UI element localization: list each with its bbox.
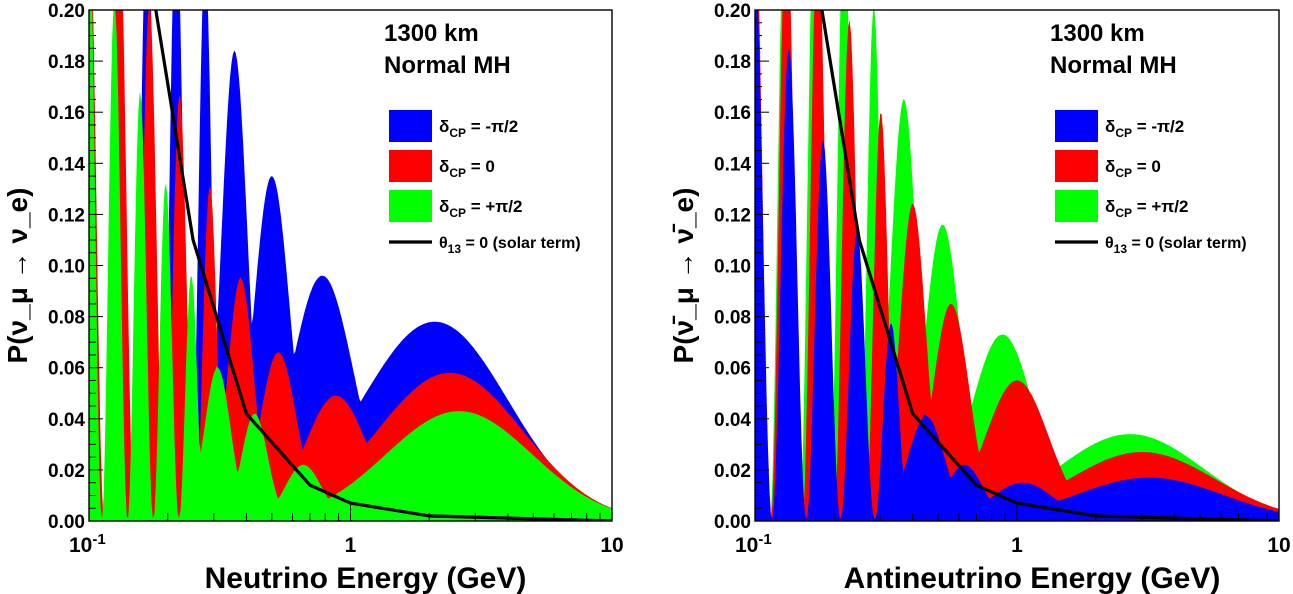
legend-swatch: [389, 190, 432, 222]
y-tick-label: 0.18: [48, 52, 85, 73]
y-tick-label: 0.02: [714, 461, 751, 482]
x-tick-label: 10: [1267, 534, 1290, 557]
y-tick-label: 0.04: [714, 410, 751, 431]
legend-label: δCP = +π/2: [1105, 197, 1188, 220]
x-tick-label: 10-1: [69, 531, 106, 557]
y-tick-label: 0.20: [48, 1, 85, 22]
y-tick-label: 0.00: [714, 512, 751, 533]
y-tick-label: 0.00: [48, 512, 85, 533]
y-tick-label: 0.08: [714, 308, 751, 329]
legend-label: θ13 = 0 (solar term): [1105, 235, 1247, 256]
y-tick-label: 0.18: [714, 52, 751, 73]
plot-area: [755, 10, 1279, 521]
x-tick-label: 10-1: [735, 531, 772, 557]
chart-panel-neutrino: 0.00 0.02 0.04 0.06 0.08 0.10 0.12 0.14 0.16 0.18…: [2, 1, 624, 594]
legend-label: δCP = +π/2: [439, 197, 522, 220]
series-area: [89, 10, 612, 521]
y-axis-label: P(ν_μ → ν_e): [2, 188, 33, 364]
annotation-baseline: 1300 km: [1050, 20, 1145, 47]
x-tick-label: 1: [345, 534, 357, 557]
legend-label: θ13 = 0 (solar term): [439, 235, 581, 256]
x-tick-label: 1: [1011, 534, 1023, 557]
annotation-baseline: 1300 km: [384, 20, 479, 47]
y-tick-label: 0.14: [714, 154, 751, 175]
legend-swatch: [389, 110, 432, 142]
y-tick-label: 0.06: [48, 359, 85, 380]
legend-label: δCP = 0: [439, 157, 495, 180]
legend-swatch: [389, 150, 432, 182]
legend-label: δCP = 0: [1105, 157, 1161, 180]
y-tick-label: 0.06: [714, 359, 751, 380]
y-tick-label: 0.12: [48, 205, 85, 226]
y-tick-label: 0.10: [48, 257, 85, 278]
y-tick-label: 0.12: [714, 205, 751, 226]
y-axis-label: P(ν̄_μ → ν̄_e): [668, 188, 699, 364]
x-axis-label: Neutrino Energy (GeV): [205, 562, 527, 594]
legend-label: δCP = -π/2: [1105, 117, 1184, 140]
x-axis-label: Antineutrino Energy (GeV): [844, 562, 1221, 594]
legend-swatch: [1055, 190, 1098, 222]
series-area: [89, 10, 612, 521]
legend: δCP = -π/2 δCP = 0 δCP = +π/2 θ13 = 0 (sola…: [1055, 110, 1247, 256]
y-tick-label: 0.20: [714, 1, 751, 22]
annotation-hierarchy: Normal MH: [384, 52, 511, 79]
plot-area: [89, 10, 612, 521]
legend-swatch: [1055, 150, 1098, 182]
y-tick-label: 0.02: [48, 461, 85, 482]
y-tick-label: 0.10: [714, 257, 751, 278]
annotation-hierarchy: Normal MH: [1050, 52, 1177, 79]
legend-swatch: [1055, 110, 1098, 142]
y-tick-label: 0.16: [714, 103, 751, 124]
y-tick-label: 0.08: [48, 308, 85, 329]
chart-panel-antineutrino: 0.00 0.02 0.04 0.06 0.08 0.10 0.12 0.14 0.16 0.18…: [668, 1, 1291, 594]
y-tick-label: 0.14: [48, 154, 85, 175]
y-tick-label: 0.16: [48, 103, 85, 124]
y-tick-label: 0.04: [48, 410, 85, 431]
series-area: [755, 10, 1279, 521]
legend: δCP = -π/2 δCP = 0 δCP = +π/2 θ13 = 0 (sola…: [389, 110, 581, 256]
x-tick-label: 10: [600, 534, 623, 557]
legend-label: δCP = -π/2: [439, 117, 518, 140]
